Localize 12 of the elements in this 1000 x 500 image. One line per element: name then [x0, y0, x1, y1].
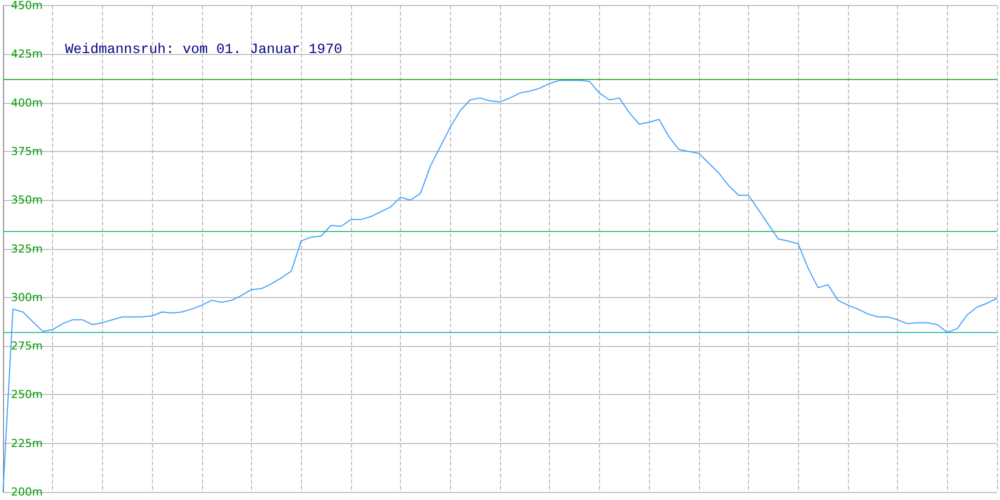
y-tick-label: 300m	[11, 290, 43, 304]
y-tick-label: 400m	[11, 96, 43, 110]
text: Weidmannsruh: vom 01. Januar 1970	[65, 42, 342, 58]
y-tick-label: 350m	[11, 194, 43, 207]
y-tick-label: 425m	[11, 48, 43, 61]
y-tick-label: 250m	[11, 388, 43, 402]
y-tick-label: 225m	[11, 436, 43, 450]
y-tick-label: 325m	[11, 242, 43, 256]
y-tick-label: 375m	[11, 144, 43, 158]
y-tick-label: 450m	[11, 0, 43, 12]
y-tick-label: 200m	[11, 486, 43, 498]
y-tick-label: 275m	[11, 340, 43, 353]
